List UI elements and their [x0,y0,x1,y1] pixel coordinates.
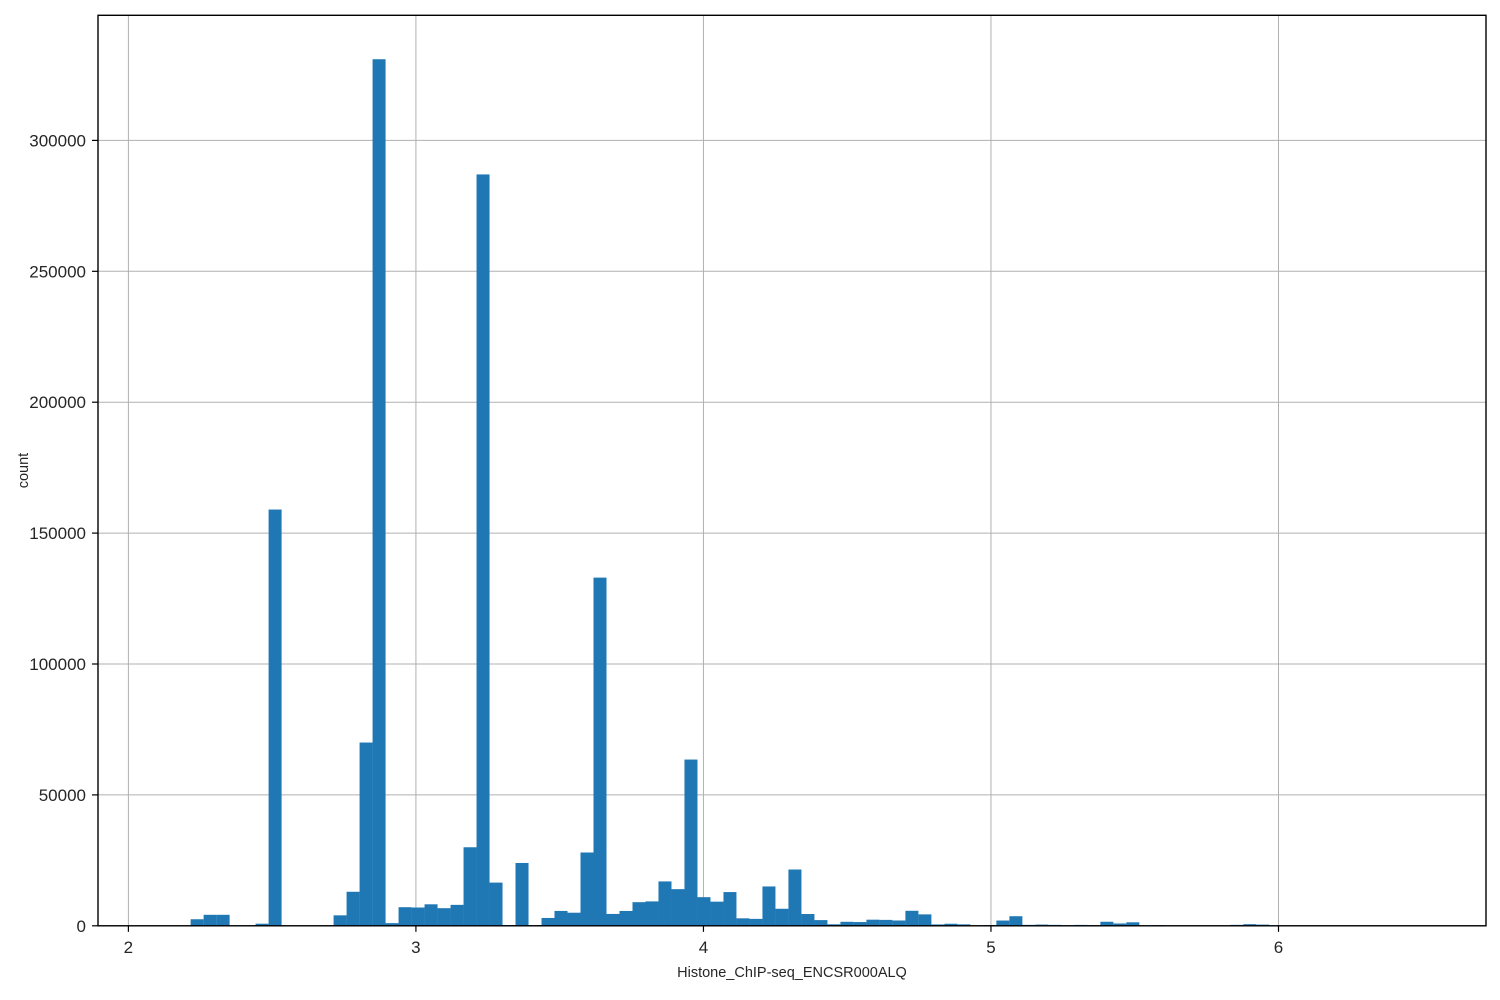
svg-text:3: 3 [411,938,420,957]
svg-text:300000: 300000 [29,131,86,150]
svg-text:4: 4 [699,938,708,957]
svg-text:200000: 200000 [29,393,86,412]
svg-text:count: count [16,453,32,488]
svg-text:6: 6 [1274,938,1283,957]
svg-text:100000: 100000 [29,655,86,674]
svg-text:2: 2 [124,938,133,957]
svg-text:250000: 250000 [29,262,86,281]
svg-text:50000: 50000 [39,786,86,805]
svg-text:150000: 150000 [29,524,86,543]
svg-text:5: 5 [986,938,995,957]
svg-text:Histone_ChIP-seq_ENCSR000ALQ: Histone_ChIP-seq_ENCSR000ALQ [677,965,907,981]
svg-text:0: 0 [77,917,86,936]
